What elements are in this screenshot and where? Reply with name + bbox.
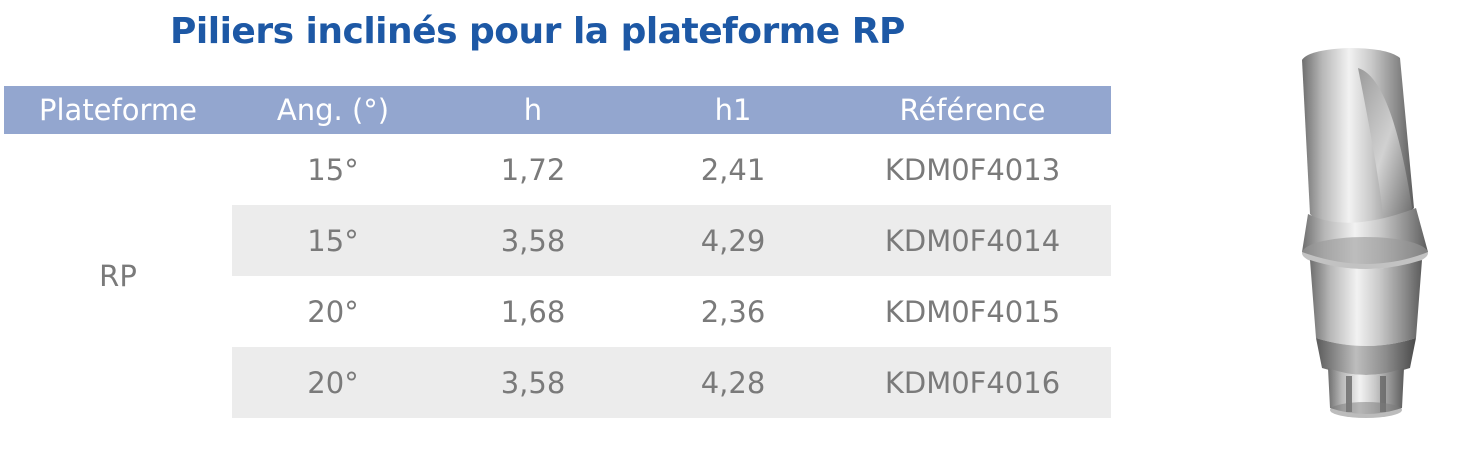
column-header-platform: Plateforme [4,86,232,134]
column-header-angle: Ang. (°) [232,86,434,134]
h-cell: 3,58 [434,347,632,418]
reference-cell: KDM0F4015 [834,276,1111,347]
angle-cell: 20° [232,347,434,418]
h1-cell: 2,41 [632,134,834,205]
column-header-h1: h1 [632,86,834,134]
h1-cell: 4,28 [632,347,834,418]
column-header-reference: Référence [834,86,1111,134]
platform-cell: RP [4,134,232,418]
table-row: RP 15° 1,72 2,41 KDM0F4013 [4,134,1111,418]
h-cell: 1,68 [434,276,632,347]
reference-cell: KDM0F4013 [834,134,1111,205]
angle-cell: 15° [232,205,434,276]
h-cell: 3,58 [434,205,632,276]
table-row: 15° 3,58 4,29 KDM0F4014 [4,205,1111,276]
reference-cell: KDM0F4014 [834,205,1111,276]
column-header-h: h [434,86,632,134]
angle-cell: 20° [232,276,434,347]
h-cell: 1,72 [434,134,632,205]
table-row: 20° 3,58 4,28 KDM0F4016 [4,347,1111,418]
angle-cell: 15° [232,134,434,205]
h1-cell: 2,36 [632,276,834,347]
page-title: Piliers inclinés pour la plateforme RP [170,11,905,52]
h1-cell: 4,29 [632,205,834,276]
angled-abutment-product-image [1288,38,1458,428]
table-header-row: Plateforme Ang. (°) h h1 Référence [4,86,1111,134]
table-row: 20° 1,68 2,36 KDM0F4015 [4,276,1111,347]
abutment-spec-table: Plateforme Ang. (°) h h1 Référence RP 15… [4,86,1111,418]
reference-cell: KDM0F4016 [834,347,1111,418]
